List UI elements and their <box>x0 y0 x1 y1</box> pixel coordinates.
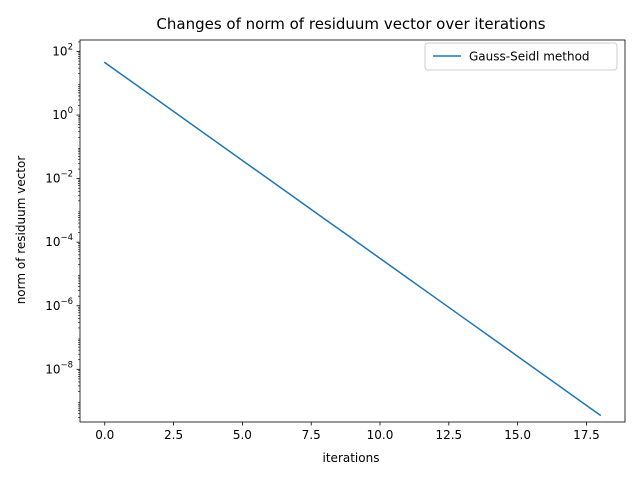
x-axis-label: iterations <box>323 451 380 465</box>
plot-area: 0.0 2.5 5.0 7.5 10.0 12.5 15.0 17.5 102 100 10−2 10… <box>45 39 626 442</box>
y-axis-label: norm of residuum vector <box>14 156 28 305</box>
x-tick-label: 12.5 <box>435 428 462 442</box>
x-tick-label: 10.0 <box>367 428 394 442</box>
x-tick-label: 17.5 <box>573 428 600 442</box>
x-tick-label: 5.0 <box>233 428 252 442</box>
x-tick-label: 0.0 <box>95 428 114 442</box>
x-tick-label: 7.5 <box>302 428 321 442</box>
series-line-0 <box>103 61 602 417</box>
legend-label: Gauss-Seidl method <box>469 50 590 64</box>
y-tick-label: 10−2 <box>45 170 73 186</box>
axes-frame <box>79 39 626 423</box>
x-tick-label: 15.0 <box>504 428 531 442</box>
y-tick-label: 10−8 <box>45 360 73 376</box>
legend: Gauss-Seidl method <box>424 42 618 71</box>
chart-title: Changes of norm of residuum vector over … <box>156 15 545 33</box>
y-tick-label: 102 <box>52 42 73 58</box>
x-tick-label: 2.5 <box>164 428 183 442</box>
y-tick-label: 10−6 <box>45 297 73 313</box>
legend-box <box>424 42 618 71</box>
y-tick-label: 100 <box>52 106 73 122</box>
y-tick-label: 10−4 <box>45 233 73 249</box>
